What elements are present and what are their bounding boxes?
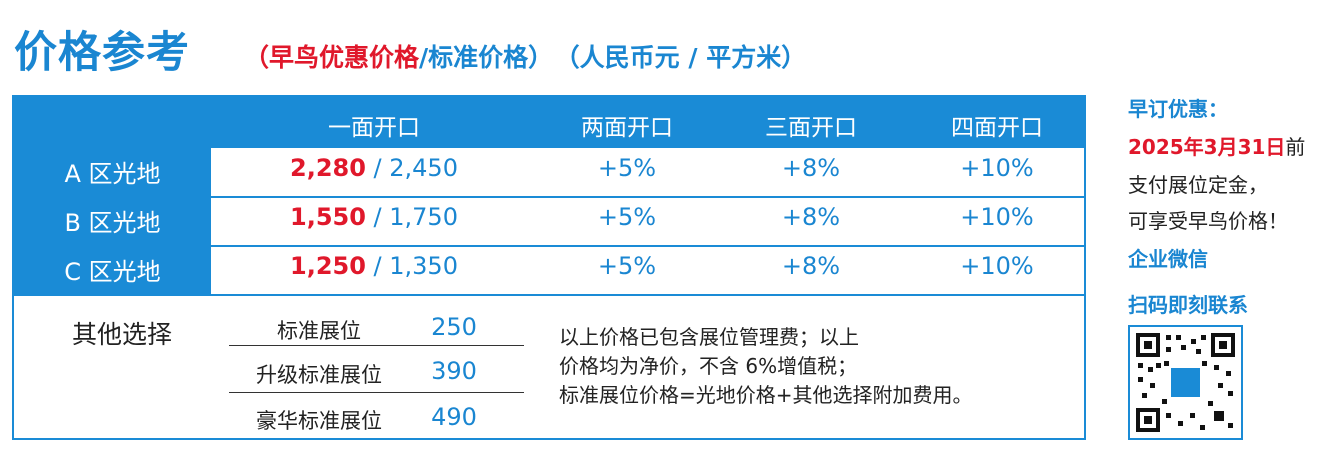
deadline-date: 2025年3月31日	[1128, 135, 1286, 159]
price-a: 2,280 / 2,450	[214, 154, 534, 182]
early-bird-line2: 支付展位定金，	[1128, 173, 1268, 197]
option-name: 升级标准展位	[256, 363, 382, 387]
early-bird-line3: 可享受早鸟价格！	[1128, 209, 1288, 233]
deadline-suffix: 前	[1285, 135, 1306, 159]
note-line: 标准展位价格=光地价格+其他选择附加费用。	[559, 383, 973, 407]
early-price-c: 1,250	[290, 252, 366, 280]
table-header: 一面开口 两面开口 三面开口 四面开口	[14, 97, 1086, 148]
four-side-a: +10%	[960, 154, 1034, 182]
subtitle-unit: （人民币元 / 平方米）	[567, 43, 807, 72]
subtitle-open: （	[244, 43, 270, 72]
row-divider	[211, 196, 1086, 198]
standard-price-c: / 1,350	[365, 252, 458, 280]
note-line: 以上价格已包含展位管理费；以上	[559, 325, 859, 349]
option-name: 豪华标准展位	[256, 409, 382, 433]
price-c: 1,250 / 1,350	[214, 252, 534, 280]
standard-price-b: / 1,750	[365, 203, 458, 231]
row-label-column	[14, 148, 211, 294]
qr-code-icon	[1134, 331, 1237, 434]
standard-price-a: / 2,450	[365, 154, 458, 182]
early-price-b: 1,550	[290, 203, 366, 231]
three-side-b: +8%	[781, 203, 841, 231]
subtitle-standard-label: /标准价格）	[419, 43, 554, 72]
header-one-side: 一面开口	[328, 115, 420, 141]
page-title: 价格参考	[14, 28, 190, 78]
early-bird-heading: 早订优惠：	[1128, 97, 1228, 121]
two-side-c: +5%	[597, 252, 657, 280]
option-price: 490	[431, 403, 477, 431]
option-divider	[229, 345, 524, 346]
page-subtitle: （早鸟优惠价格/标准价格） （人民币元 / 平方米）	[244, 38, 806, 74]
option-price: 250	[431, 313, 477, 341]
option-name: 标准展位	[277, 319, 361, 343]
row-divider	[211, 245, 1086, 247]
two-side-a: +5%	[597, 154, 657, 182]
option-divider	[229, 392, 524, 393]
row-label-a: A 区光地	[64, 160, 161, 188]
early-bird-deadline: 2025年3月31日前	[1128, 131, 1305, 160]
three-side-c: +8%	[781, 252, 841, 280]
four-side-c: +10%	[960, 252, 1034, 280]
early-price-a: 2,280	[290, 154, 366, 182]
row-label-c: C 区光地	[64, 258, 161, 286]
two-side-b: +5%	[597, 203, 657, 231]
other-options-title: 其他选择	[72, 320, 173, 349]
header-three-side: 三面开口	[765, 115, 857, 141]
four-side-b: +10%	[960, 203, 1034, 231]
header-two-side: 两面开口	[581, 115, 673, 141]
option-price: 390	[431, 357, 477, 385]
price-notes: 以上价格已包含展位管理费；以上 价格均为净价，不含 6%增值税； 标准展位价格=…	[559, 323, 973, 410]
subtitle-early-label: 早鸟优惠价格	[269, 43, 420, 72]
wechat-label: 企业微信	[1128, 247, 1208, 271]
three-side-a: +8%	[781, 154, 841, 182]
wechat-qr-code	[1128, 325, 1243, 440]
header-four-side: 四面开口	[951, 115, 1043, 141]
table-divider	[14, 294, 1086, 296]
row-label-b: B 区光地	[64, 209, 161, 237]
scan-label: 扫码即刻联系	[1128, 293, 1248, 317]
price-table: 一面开口 两面开口 三面开口 四面开口 A 区光地 2,280 / 2,450 …	[12, 95, 1086, 440]
note-line: 价格均为净价，不含 6%增值税；	[559, 354, 858, 378]
price-b: 1,550 / 1,750	[214, 203, 534, 231]
